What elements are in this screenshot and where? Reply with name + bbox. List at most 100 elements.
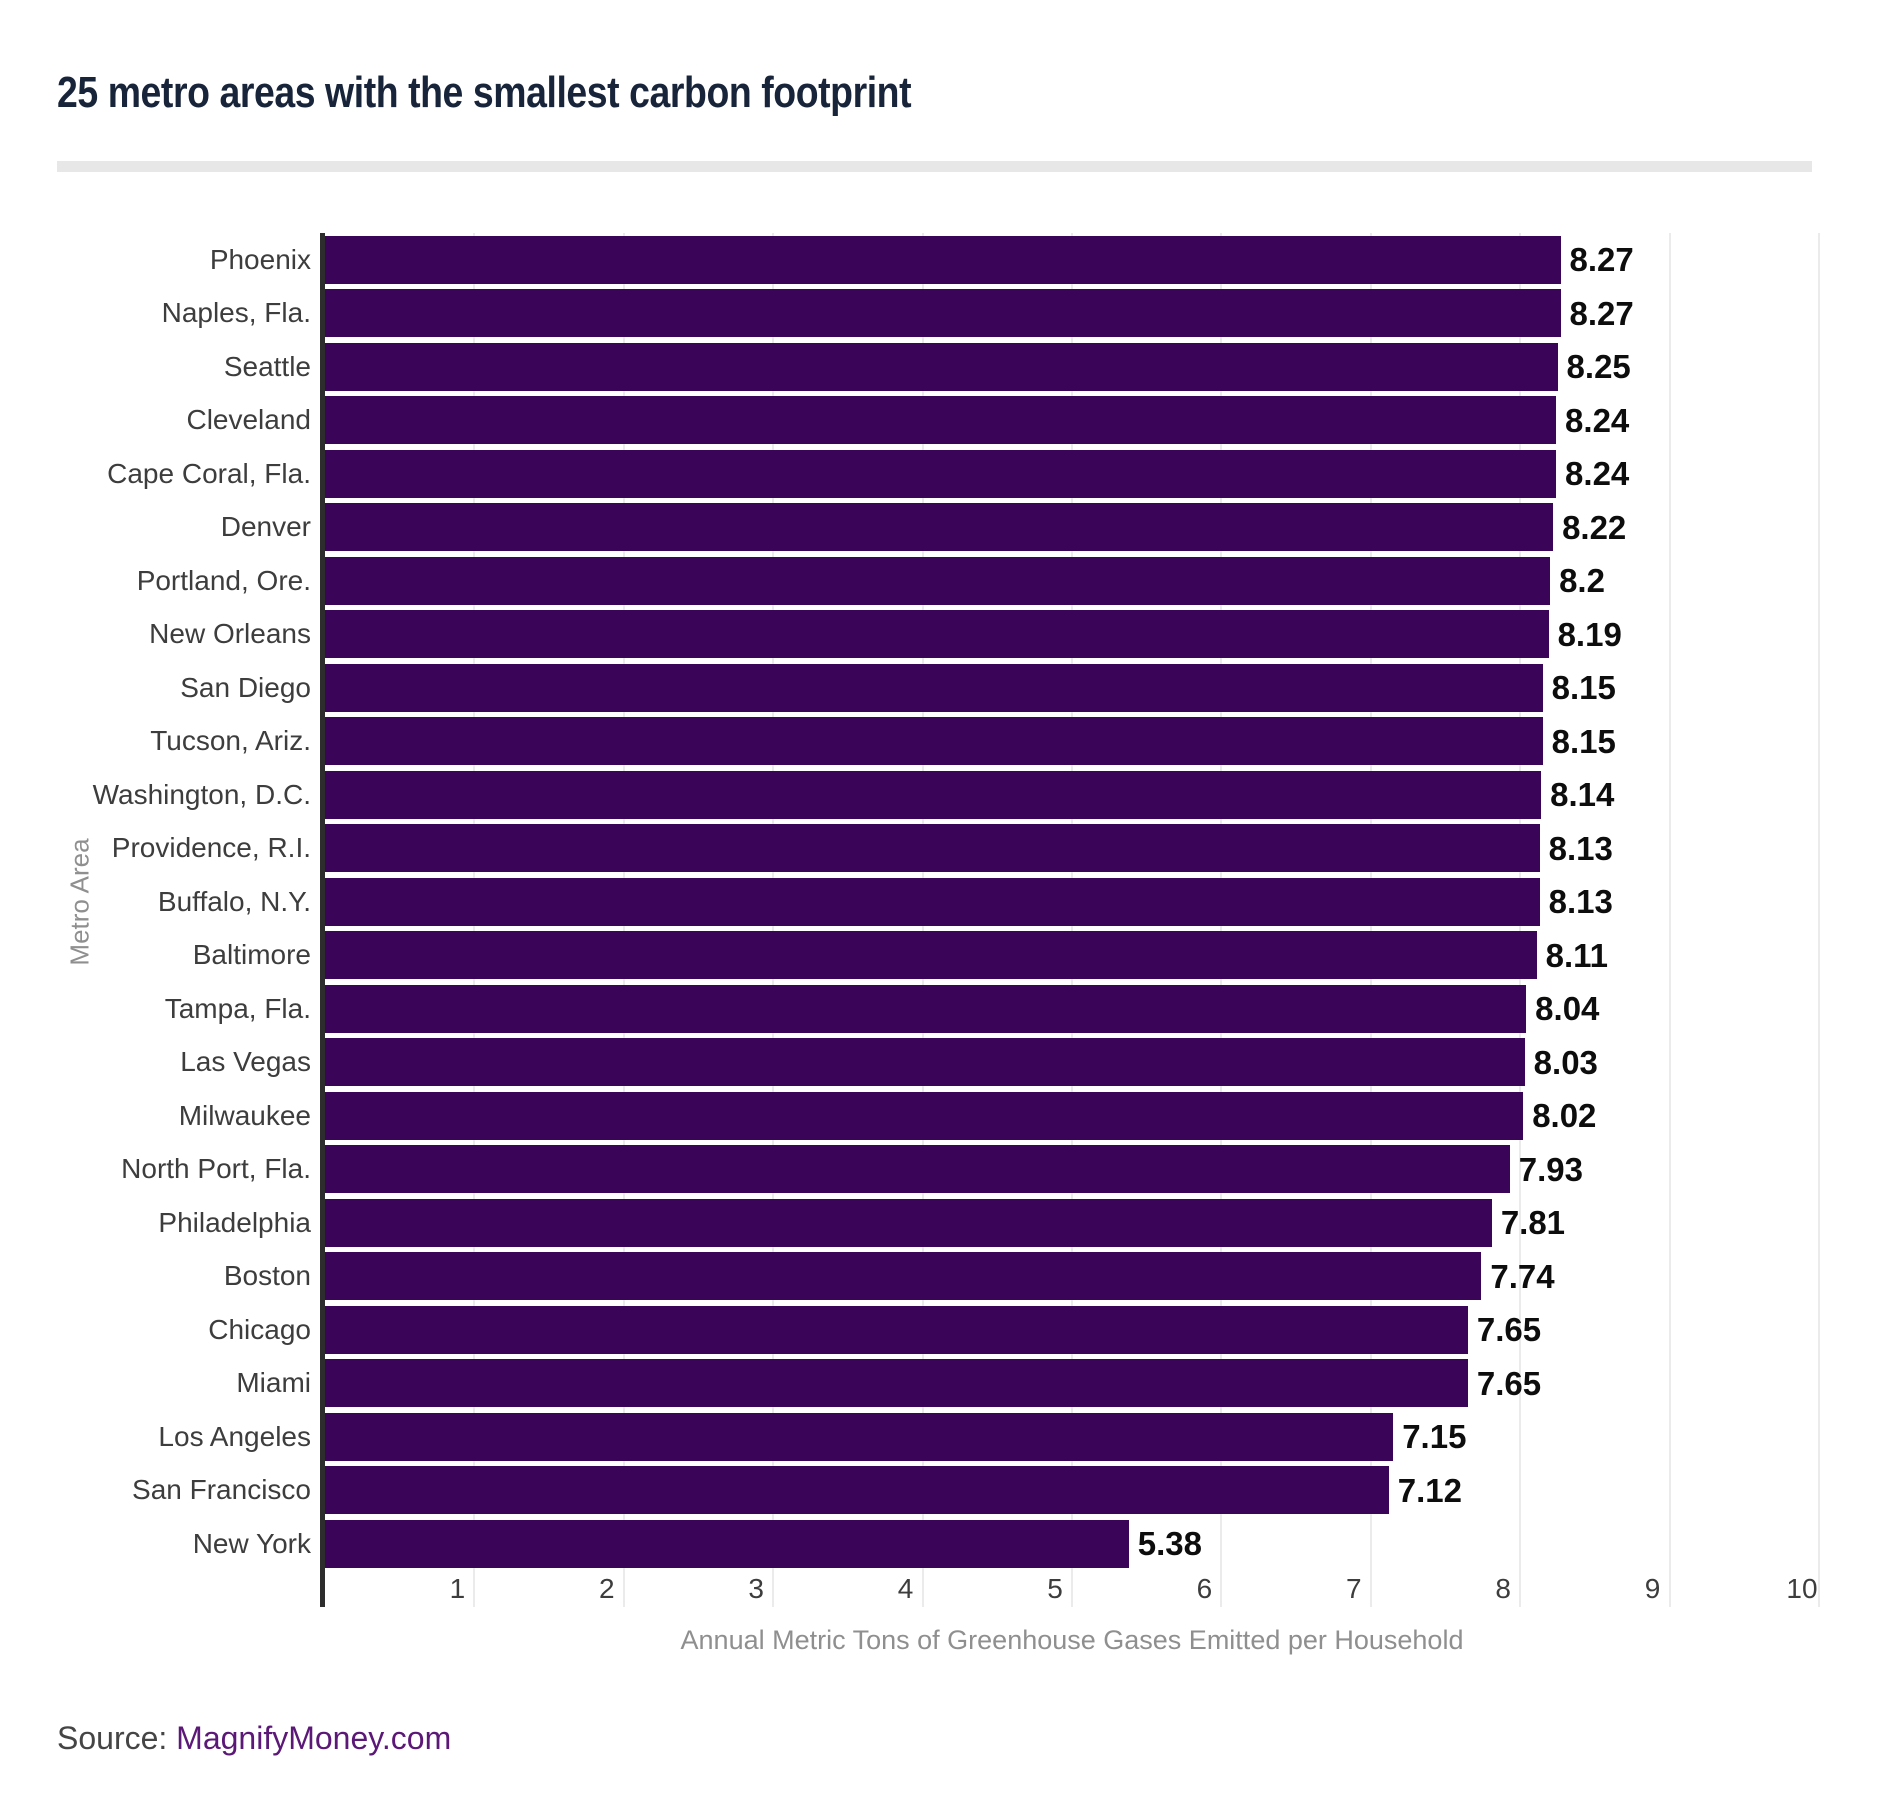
- bar: [325, 342, 1558, 391]
- x-tick-label: 3: [748, 1573, 764, 1604]
- bar-row: Tucson, Ariz. 8.15: [0, 715, 1819, 769]
- x-tick-label: 10: [1786, 1573, 1818, 1604]
- bar: [325, 396, 1557, 445]
- value-label: 8.24: [1565, 401, 1630, 439]
- bar-track: 8.24: [325, 396, 1819, 445]
- x-tick-label: 2: [599, 1573, 615, 1604]
- bar-row: Baltimore 8.11: [0, 929, 1819, 983]
- category-label: San Diego: [180, 671, 311, 703]
- x-tick-label: 7: [1346, 1573, 1362, 1604]
- category-label: Denver: [220, 511, 311, 543]
- bar-track: 7.81: [325, 1198, 1819, 1247]
- value-label: 8.03: [1533, 1043, 1598, 1081]
- bar: [325, 770, 1542, 819]
- value-label: 8.22: [1562, 508, 1627, 546]
- bar-row: North Port, Fla. 7.93: [0, 1143, 1819, 1197]
- bar-track: 7.65: [325, 1305, 1819, 1354]
- bar-row: New Orleans 8.19: [0, 608, 1819, 662]
- bar: [325, 717, 1543, 766]
- bar: [325, 1412, 1394, 1461]
- category-label: Washington, D.C.: [92, 778, 311, 810]
- bar-row: Portland, Ore. 8.2: [0, 554, 1819, 608]
- category-label: Los Angeles: [158, 1420, 311, 1452]
- category-label: Miami: [236, 1367, 311, 1399]
- x-tick-label: 4: [897, 1573, 914, 1604]
- bar-track: 8.27: [325, 235, 1819, 284]
- category-label: Chicago: [208, 1313, 311, 1345]
- bar-track: 7.15: [325, 1412, 1819, 1461]
- category-label: North Port, Fla.: [121, 1153, 311, 1185]
- value-label: 8.27: [1569, 241, 1634, 279]
- value-label: 7.65: [1476, 1364, 1542, 1402]
- bar-row: Chicago 7.65: [0, 1303, 1819, 1357]
- title-divider: [57, 161, 1812, 172]
- bar: [325, 1145, 1510, 1194]
- x-axis-title: Annual Metric Tons of Greenhouse Gases E…: [680, 1625, 1464, 1655]
- category-label: New Orleans: [149, 618, 311, 650]
- category-label: Cleveland: [186, 404, 311, 436]
- value-label: 8.19: [1557, 615, 1622, 653]
- bar-track: 8.19: [325, 610, 1819, 659]
- category-label: Tucson, Ariz.: [150, 725, 311, 757]
- bar: [325, 289, 1561, 338]
- bar-track: 7.12: [325, 1466, 1819, 1515]
- bar-track: 8.15: [325, 663, 1819, 712]
- bar-track: 8.13: [325, 824, 1819, 873]
- bar-row: Phoenix 8.27: [0, 233, 1819, 287]
- bar: [325, 1252, 1482, 1301]
- bar: [325, 1305, 1468, 1354]
- value-label: 8.02: [1532, 1097, 1597, 1135]
- bar-track: 8.22: [325, 503, 1819, 552]
- x-tick-label: 9: [1644, 1573, 1661, 1604]
- bar-row: Philadelphia 7.81: [0, 1196, 1819, 1250]
- bar: [325, 556, 1551, 605]
- bar-row: Naples, Fla. 8.27: [0, 287, 1819, 341]
- value-label: 8.27: [1569, 294, 1634, 332]
- bar: [325, 1359, 1468, 1408]
- bar-track: 8.04: [325, 984, 1819, 1033]
- bar: [325, 663, 1543, 712]
- source-link[interactable]: MagnifyMoney.com: [176, 1720, 452, 1756]
- bar-row: Providence, R.I. 8.13: [0, 822, 1819, 876]
- bar: [325, 824, 1540, 873]
- bar-row: Buffalo, N.Y. 8.13: [0, 875, 1819, 929]
- value-label: 8.25: [1566, 348, 1631, 386]
- bar-row: Las Vegas 8.03: [0, 1036, 1819, 1090]
- bar-track: 8.13: [325, 877, 1819, 926]
- category-label: Boston: [223, 1260, 311, 1292]
- category-label: Cape Coral, Fla.: [107, 457, 311, 489]
- bar-row: Cape Coral, Fla. 8.24: [0, 447, 1819, 501]
- bar-row: Milwaukee 8.02: [0, 1089, 1819, 1143]
- bar-track: 8.25: [325, 342, 1819, 391]
- category-label: Seattle: [223, 350, 311, 382]
- source-line: Source: MagnifyMoney.com: [57, 1720, 451, 1757]
- page-title: 25 metro areas with the smallest carbon …: [57, 68, 912, 117]
- bar-row: Los Angeles 7.15: [0, 1410, 1819, 1464]
- bar-row: Seattle 8.25: [0, 340, 1819, 394]
- bar-track: 8.15: [325, 717, 1819, 766]
- bar-track: 8.27: [325, 289, 1819, 338]
- value-label: 8.24: [1565, 455, 1630, 493]
- bar-track: 8.03: [325, 1038, 1819, 1087]
- category-label: Las Vegas: [180, 1046, 311, 1078]
- bar: [325, 235, 1561, 284]
- bar-track: 5.38: [325, 1519, 1819, 1568]
- category-label: Phoenix: [209, 243, 311, 275]
- bar-track: 8.14: [325, 770, 1819, 819]
- bar-track: 8.02: [325, 1091, 1819, 1140]
- value-label: 8.13: [1548, 883, 1613, 921]
- category-label: Baltimore: [192, 939, 311, 971]
- bar: [325, 1038, 1525, 1087]
- bar: [325, 1519, 1129, 1568]
- bar: [325, 1466, 1389, 1515]
- value-label: 7.65: [1476, 1311, 1542, 1349]
- bar-row: Cleveland 8.24: [0, 394, 1819, 448]
- bar: [325, 877, 1540, 926]
- value-label: 7.81: [1500, 1204, 1566, 1242]
- x-axis-ticks: 1 2 3 4 5 6 7 8 9 10: [325, 1573, 1819, 1608]
- bar-row: New York 5.38: [0, 1517, 1819, 1571]
- bar-row: Boston 7.74: [0, 1250, 1819, 1304]
- value-label: 7.15: [1402, 1418, 1467, 1456]
- bar-track: 8.2: [325, 556, 1819, 605]
